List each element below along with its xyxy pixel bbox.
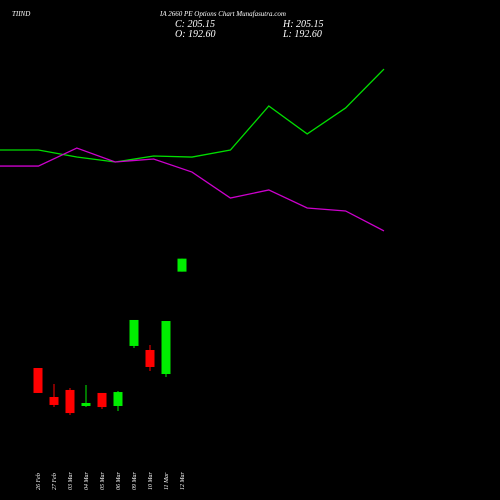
candle-body xyxy=(33,368,43,393)
close-label: C: 205.15 xyxy=(175,19,215,30)
low-label: L: 192.60 xyxy=(282,29,322,40)
line-series xyxy=(0,68,385,163)
x-tick-label: 03 Mar xyxy=(68,472,74,490)
x-tick-label: 09 Mar xyxy=(132,472,138,490)
line-series xyxy=(0,147,385,232)
high-label: H: 205.15 xyxy=(282,19,324,30)
open-label: O: 192.60 xyxy=(175,29,216,40)
candle-body xyxy=(113,392,123,407)
candle-body xyxy=(177,258,187,272)
x-tick-label: 10 Mar xyxy=(148,472,154,490)
candle-body xyxy=(161,321,171,375)
x-tick-label: 05 Mar xyxy=(100,472,106,490)
chart-title: TIIND xyxy=(12,10,30,18)
x-tick-label: 12 Mar xyxy=(180,472,186,490)
candle-body xyxy=(97,392,107,408)
candle-body xyxy=(81,403,91,407)
x-tick-label: 26 Feb xyxy=(36,473,42,490)
chart-subtitle: IA 2660 PE Options Chart Munafasutra.com xyxy=(159,10,286,18)
x-tick-label: 04 Mar xyxy=(83,472,90,490)
candle-body xyxy=(65,389,75,414)
candle-body xyxy=(49,396,59,405)
candle-body xyxy=(145,350,155,367)
x-tick-label: 06 Mar xyxy=(116,472,122,490)
x-tick-label: 27 Feb xyxy=(52,473,58,490)
x-tick-label: 11 Mar xyxy=(164,472,170,490)
candle-body xyxy=(129,319,139,346)
